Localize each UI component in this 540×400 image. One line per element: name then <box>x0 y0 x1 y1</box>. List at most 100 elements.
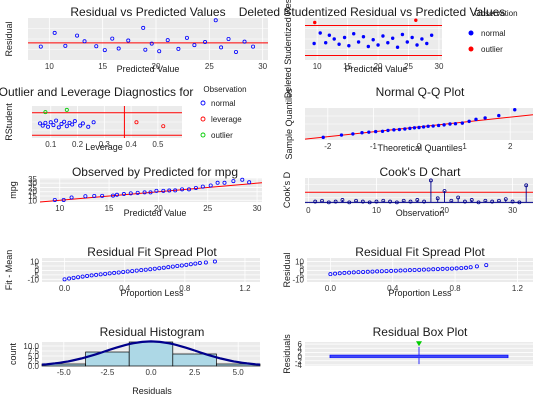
y-tick-label: 0 <box>300 266 305 275</box>
x-tick-label: 2 <box>508 142 513 151</box>
x-tick-label: 2.5 <box>189 368 201 377</box>
data-point-normal <box>410 35 414 40</box>
x-tick-label: 0.0 <box>59 284 71 293</box>
data-point <box>460 121 465 125</box>
data-point <box>67 276 72 281</box>
legend-title: Observation <box>474 9 517 18</box>
data-point <box>365 269 370 274</box>
data-point-normal <box>312 41 316 46</box>
data-point <box>75 33 80 38</box>
cooks-point <box>490 199 495 204</box>
data-point <box>468 265 473 270</box>
y-tick-label: 10 <box>28 196 37 205</box>
cooks-point <box>408 199 413 204</box>
data-point <box>445 266 450 271</box>
data-point <box>170 264 175 269</box>
data-point-normal <box>78 123 83 128</box>
data-point <box>116 46 121 51</box>
data-point <box>102 48 107 53</box>
chart-title: Residual Fit Spread Plot <box>355 245 485 259</box>
data-point <box>453 122 458 126</box>
legend-title: Observation <box>203 85 246 94</box>
data-point <box>116 270 121 275</box>
data-point <box>193 261 198 266</box>
data-point-normal <box>327 33 332 37</box>
data-point-normal <box>381 34 385 38</box>
data-point <box>222 180 227 185</box>
data-point <box>426 124 430 129</box>
data-point-normal <box>54 118 59 123</box>
chart-p1: Residual vs Predicted Values Predicted Va… <box>4 5 268 74</box>
histogram-bar <box>216 363 261 367</box>
x-axis-label: Leverage <box>85 142 123 152</box>
data-point-normal <box>420 37 424 41</box>
data-point <box>52 197 57 202</box>
data-point-normal <box>72 119 77 124</box>
cooks-point <box>415 198 420 202</box>
data-point-normal <box>361 35 366 39</box>
data-point <box>435 267 440 272</box>
x-axis-label: Predicted Value <box>117 64 180 74</box>
x-tick-label: 20 <box>154 204 163 213</box>
data-point-normal <box>62 119 67 124</box>
y-tick-label: -2 <box>295 357 303 366</box>
cooks-point <box>497 198 501 203</box>
data-point <box>161 188 166 193</box>
y-tick-label: 0.0 <box>28 362 40 371</box>
data-point <box>436 123 441 128</box>
data-point <box>370 269 375 274</box>
data-point <box>393 268 398 273</box>
y-tick-label: 5 <box>35 262 40 271</box>
y-tick-label: 10 <box>295 258 304 267</box>
data-point <box>186 187 191 192</box>
data-point <box>474 264 479 269</box>
legend: Observation normal outlier <box>468 9 518 54</box>
data-point <box>165 38 170 43</box>
x-axis-label: Theoretical Quantiles <box>377 143 463 153</box>
x-tick-label: 15 <box>98 62 107 71</box>
data-point <box>379 269 384 274</box>
data-point <box>179 263 184 268</box>
y-tick-label: 0 <box>35 266 40 275</box>
x-tick-label: 0 <box>306 206 311 215</box>
cooks-point <box>463 199 467 204</box>
y-tick-label: 6 <box>298 340 303 349</box>
cooks-point <box>517 200 522 205</box>
plot-panel <box>42 258 260 282</box>
data-point <box>431 267 436 272</box>
data-point-outlier <box>64 107 69 112</box>
data-point-outlier <box>313 20 317 25</box>
data-point <box>128 191 133 196</box>
data-point-normal <box>324 41 328 45</box>
data-point <box>121 269 126 274</box>
y-tick-label: 5 <box>300 262 305 271</box>
y-tick-label: 20 <box>28 188 37 197</box>
data-point-normal <box>86 124 91 129</box>
x-tick-label: 0.4 <box>387 284 399 293</box>
data-point <box>80 274 85 279</box>
data-point <box>94 44 99 49</box>
cooks-point <box>435 196 440 201</box>
chart-p9: Residual Histogram Residuals count -5.0 -2.5… <box>8 325 261 396</box>
data-point <box>203 260 208 265</box>
data-point <box>112 270 117 275</box>
data-point <box>103 271 108 276</box>
x-tick-label: 5.0 <box>233 368 245 377</box>
data-point <box>208 183 213 188</box>
x-tick-label: 15 <box>343 62 352 71</box>
chart-title: Cook's D Chart <box>380 165 462 179</box>
data-point <box>125 269 130 274</box>
y-tick-label: 15 <box>28 192 37 201</box>
chart-p8: Residual Fit Spread Plot Proportion Less R… <box>282 245 533 298</box>
y-tick-label: -5 <box>297 271 305 280</box>
data-point <box>333 271 338 276</box>
legend-key <box>468 46 474 52</box>
data-point-normal <box>59 121 64 126</box>
data-point <box>219 45 224 50</box>
data-point <box>89 273 94 278</box>
x-tick-label: 0 <box>417 142 422 151</box>
x-tick-label: 0.4 <box>126 140 138 149</box>
data-point <box>173 188 178 193</box>
data-point <box>454 266 459 271</box>
